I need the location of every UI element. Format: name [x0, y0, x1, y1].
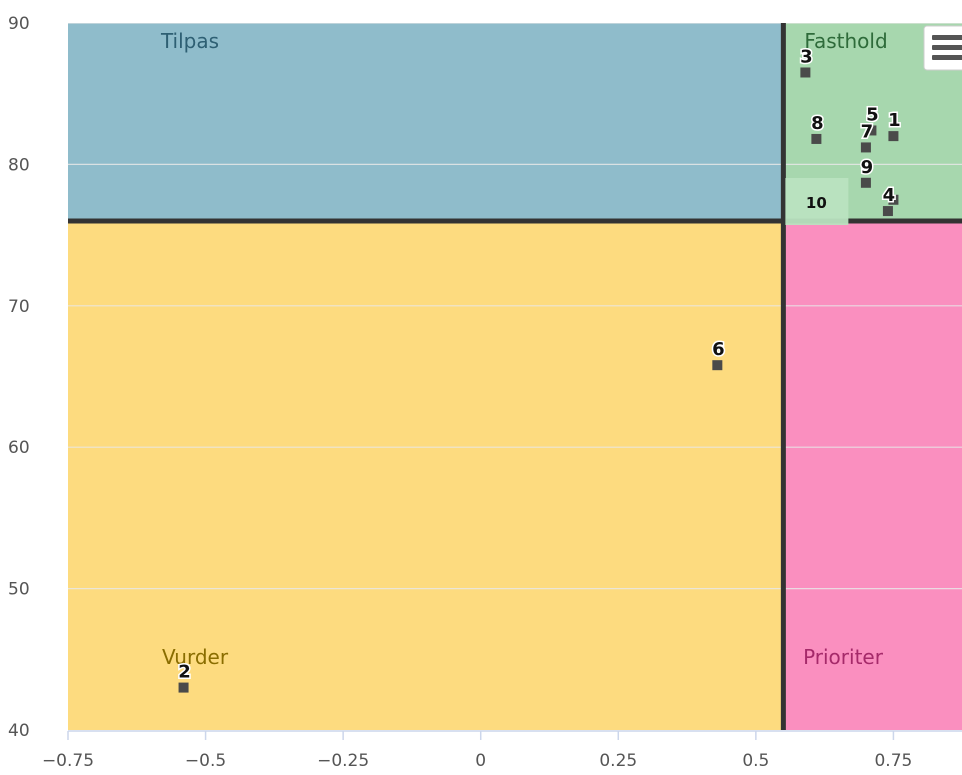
chart-menu-button[interactable]	[923, 25, 962, 71]
tooltip-text: 10	[806, 194, 827, 212]
y-tick-label-0: 40	[8, 721, 30, 741]
data-point-label-9: 9	[861, 157, 874, 178]
data-point-3[interactable]	[800, 67, 811, 78]
data-point-label-6: 6	[712, 339, 725, 360]
x-tick-label-1: −0.5	[185, 751, 226, 771]
data-point-label-5: 5	[866, 104, 879, 125]
data-point-10[interactable]	[888, 194, 899, 205]
data-point-4[interactable]	[882, 206, 893, 217]
quadrant-labels: Tilpas Fasthold Vurder Prioriter	[160, 29, 888, 669]
data-point-label-1: 1	[888, 110, 901, 131]
y-tick-label-4: 80	[8, 155, 30, 175]
y-tick-label-5: 90	[8, 14, 30, 34]
y-tick-label-3: 70	[8, 297, 30, 317]
data-point-label-4: 4	[883, 185, 896, 206]
data-point-6[interactable]	[712, 360, 723, 371]
data-point-8[interactable]	[811, 133, 822, 144]
quadrant-label-bottom-right: Prioriter	[803, 645, 884, 669]
tooltip: 10	[785, 178, 849, 225]
data-point-label-3: 3	[800, 46, 813, 67]
x-tick-label-6: 0.75	[874, 751, 912, 771]
data-point-1[interactable]	[888, 131, 899, 142]
data-point-7[interactable]	[860, 142, 871, 153]
x-tick-label-4: 0.25	[599, 751, 637, 771]
quadrant-label-top-right: Fasthold	[804, 29, 887, 53]
quadrant-top-left	[68, 23, 784, 221]
x-tick-label-3: 0	[475, 751, 486, 771]
x-tick-label-2: −0.25	[317, 751, 369, 771]
y-tick-label-1: 50	[8, 580, 30, 600]
y-axis: 40 50 60 70 80 90	[8, 14, 30, 741]
quadrant-label-top-left: Tilpas	[160, 29, 219, 53]
x-tick-label-0: −0.75	[42, 751, 94, 771]
x-tick-label-5: 0.5	[742, 751, 769, 771]
data-point-9[interactable]	[860, 177, 871, 188]
quadrant-label-bottom-left: Vurder	[162, 645, 229, 669]
data-point-label-8: 8	[811, 113, 824, 134]
hamburger-menu-icon	[932, 35, 962, 60]
data-point-5[interactable]	[866, 125, 877, 136]
data-points[interactable]	[178, 67, 899, 693]
data-point-label-7: 7	[861, 121, 874, 142]
grid-lines	[68, 23, 962, 590]
point-labels: 1 2 3 4 5 6 7 8 9	[177, 45, 902, 684]
data-point-label-2: 2	[178, 662, 191, 683]
tooltip-box	[785, 178, 849, 225]
data-point-2[interactable]	[178, 682, 189, 693]
quadrant-backgrounds	[68, 23, 962, 730]
y-tick-label-2: 60	[8, 438, 30, 458]
